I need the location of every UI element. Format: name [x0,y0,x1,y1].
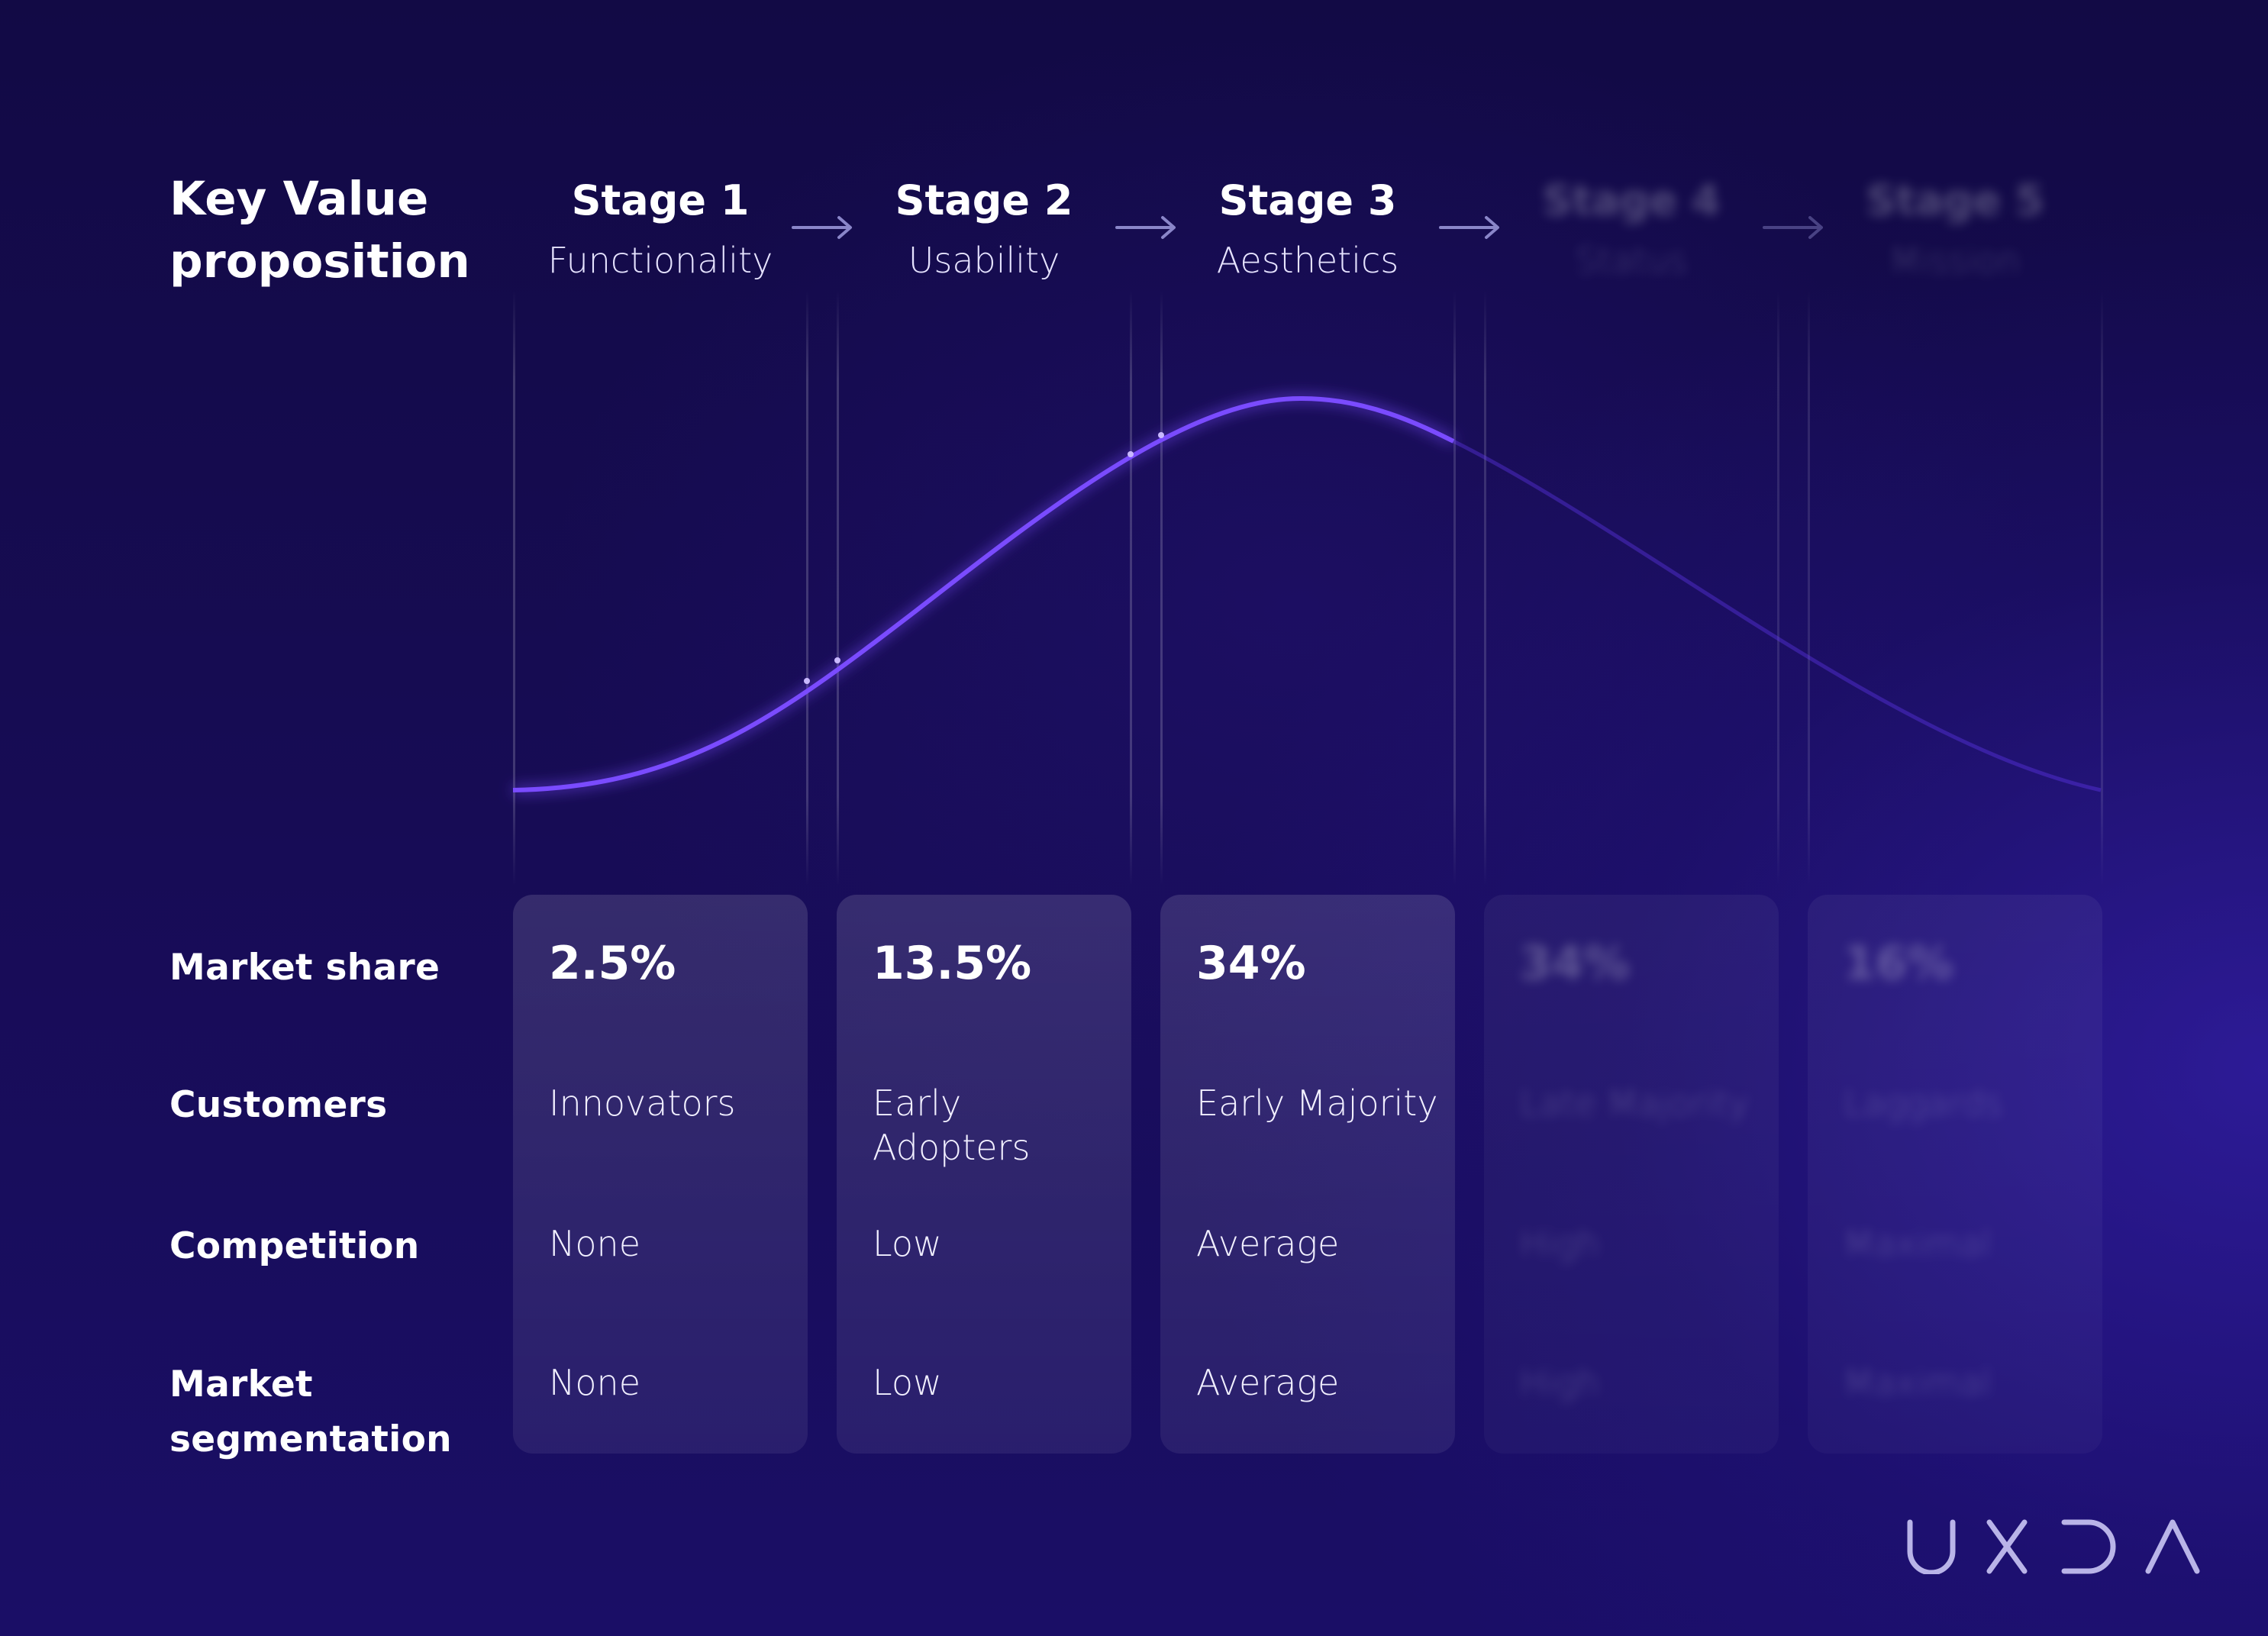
stage-divider-lines [513,290,2103,886]
competition-value: High [1520,1223,1600,1264]
arrow-right-icon [792,216,852,239]
stage-divider-line [1808,290,1810,886]
stage-4-header: Stage 4 Status [1484,172,1779,291]
stage-divider-line [1453,290,1456,886]
stage-subtitle: Aesthetics [1216,240,1399,281]
uxda-logo [1907,1519,2200,1574]
customers-value: Laggards [1844,1083,2003,1124]
stage-name: Stage 5 [1866,176,2044,224]
customers-value: Early Adopters [873,1083,1031,1168]
market-share-value: 2.5% [549,937,676,990]
stage-5-header: Stage 5 Mission [1808,172,2102,291]
arrow-right-icon [1439,216,1499,239]
stage-divider-line [1777,290,1779,886]
row-label-market-segmentation: Market segmentation [169,1363,452,1460]
curve-faded-segment [1452,439,2102,792]
row-label-competition: Competition [169,1225,420,1267]
competition-value: Low [873,1223,942,1264]
segmentation-value: None [549,1362,641,1403]
stage-3-header: Stage 3 Aesthetics [1160,172,1455,291]
customers-value: Late Majority [1520,1083,1750,1124]
row-label-customers: Customers [169,1084,388,1126]
segmentation-value: Average [1196,1362,1340,1403]
stage-divider-line [806,290,808,886]
stage-5-card: 16% Laggards Maximal Maximal [1808,895,2102,1454]
stage-4-card: 34% Late Majority High High [1484,895,1779,1454]
stage-2-card: 13.5% Early Adopters Low Low [837,895,1131,1454]
stage-divider-line [513,290,515,886]
competition-value: Average [1196,1223,1340,1264]
customers-value: Early Majority [1196,1083,1438,1124]
stage-subtitle: Functionality [547,240,773,281]
stage-divider-line [2101,290,2103,886]
curve-marker [834,657,840,663]
market-share-value: 16% [1844,937,1953,990]
page-title: Key Value proposition [169,172,470,289]
arrow-right-icon [1115,216,1176,239]
stage-subtitle: Mission [1889,240,2021,281]
market-share-value: 34% [1196,937,1306,990]
stage-1-card: 2.5% Innovators None None [513,895,808,1454]
stage-divider-line [1484,290,1486,886]
row-label-market-share: Market share [169,947,440,989]
segmentation-value: High [1520,1362,1600,1403]
curve-marker [804,678,810,684]
customers-value: Innovators [549,1083,736,1124]
stage-name: Stage 2 [895,176,1073,224]
segmentation-value: Low [873,1362,942,1403]
stage-3-card: 34% Early Majority Average Average [1160,895,1455,1454]
curve-stage-markers [804,432,1164,684]
curve-marker [1128,451,1134,457]
stage-divider-line [837,290,839,886]
stage-1-header: Stage 1 Functionality [513,172,808,291]
curve-marker [1158,432,1164,438]
stage-subtitle: Usability [908,240,1060,281]
stage-name: Stage 3 [1218,176,1397,224]
market-share-value: 34% [1520,937,1630,990]
curve-bright-segment [512,395,1455,792]
stage-subtitle: Status [1575,240,1688,281]
competition-value: None [549,1223,641,1264]
stage-2-header: Stage 2 Usability [837,172,1131,291]
market-share-value: 13.5% [873,937,1032,990]
stage-divider-line [1130,290,1132,886]
stage-divider-line [1160,290,1163,886]
segmentation-value: Maximal [1844,1362,1992,1403]
arrow-right-icon [1763,216,1823,239]
stage-name: Stage 4 [1542,176,1721,224]
stage-name: Stage 1 [571,176,750,224]
competition-value: Maximal [1844,1223,1992,1264]
